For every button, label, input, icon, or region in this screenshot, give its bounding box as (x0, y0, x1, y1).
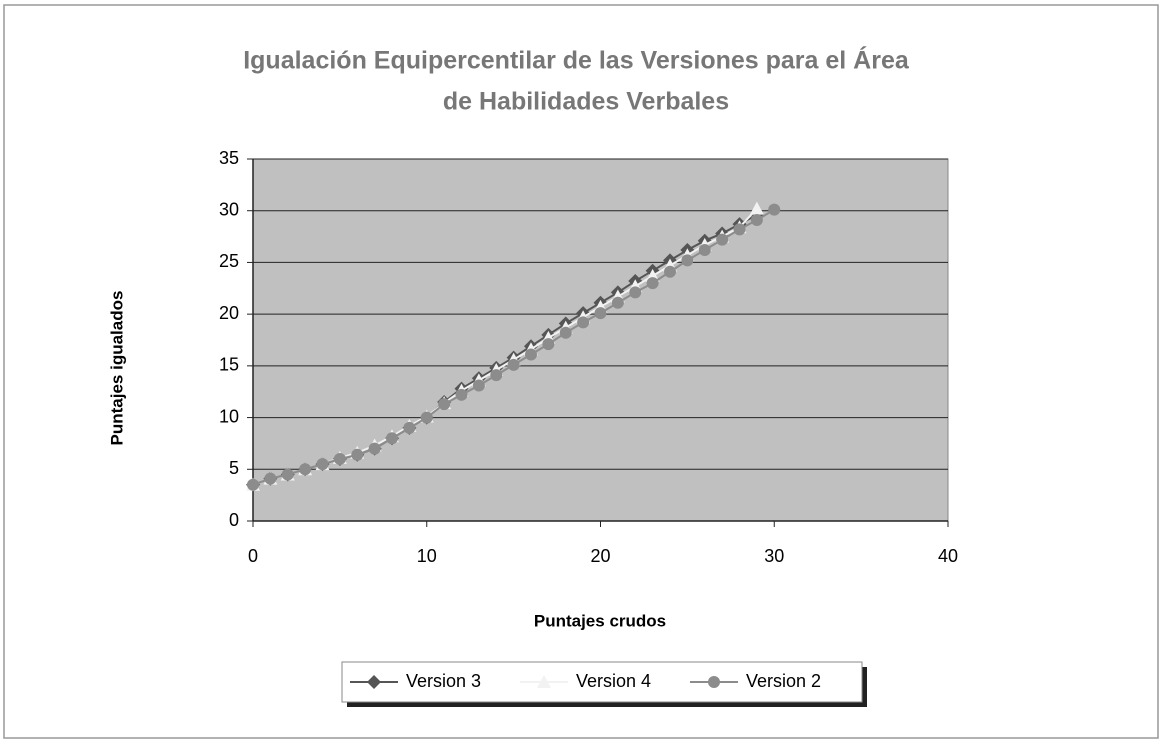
marker (749, 201, 764, 215)
marker (733, 223, 746, 236)
legend (341, 661, 863, 703)
legend-label: Version 2 (746, 671, 821, 691)
legend-label: Version 3 (406, 671, 481, 691)
marker (438, 398, 451, 411)
marker (507, 358, 520, 371)
x-tick-label: 30 (764, 546, 784, 566)
marker (420, 411, 433, 424)
marker (577, 316, 590, 329)
marker (351, 448, 364, 461)
x-axis-label: Puntajes crudos (534, 611, 666, 630)
marker (559, 326, 572, 339)
marker (455, 388, 468, 401)
marker (367, 675, 381, 689)
x-tick-label: 20 (590, 546, 610, 566)
marker (537, 675, 551, 688)
marker (490, 369, 503, 382)
marker (472, 379, 485, 392)
marker (698, 244, 711, 257)
y-tick-label: 15 (219, 355, 239, 375)
y-tick-label: 10 (219, 406, 239, 426)
marker (264, 472, 277, 485)
marker (594, 307, 607, 320)
marker (525, 348, 537, 361)
y-tick-label: 30 (219, 199, 239, 219)
plot-area (252, 158, 949, 522)
marker (716, 233, 729, 246)
marker (333, 452, 346, 465)
chart-title: Igualación Equipercentilar de las Versio… (243, 46, 910, 75)
marker (403, 421, 416, 434)
marker (386, 432, 398, 445)
marker (542, 338, 555, 351)
x-tick-label: 0 (248, 546, 258, 566)
x-tick-label: 40 (938, 546, 958, 566)
y-tick-label: 0 (229, 510, 239, 530)
y-tick-label: 35 (219, 148, 239, 168)
marker (368, 442, 381, 455)
legend-label: Version 4 (576, 671, 651, 691)
marker (299, 463, 312, 476)
marker (316, 458, 329, 471)
marker (646, 277, 659, 290)
chart-title: de Habilidades Verbales (443, 88, 729, 116)
marker (708, 676, 720, 688)
x-tick-label: 10 (417, 546, 437, 566)
y-tick-label: 20 (219, 303, 239, 323)
marker (681, 254, 694, 267)
marker (768, 203, 781, 216)
marker (629, 286, 642, 299)
marker (611, 296, 624, 309)
y-tick-label: 5 (229, 458, 239, 478)
y-tick-label: 25 (219, 251, 239, 271)
marker (281, 468, 294, 481)
marker (664, 265, 676, 278)
y-axis-label: Puntajes igualados (107, 291, 126, 446)
marker (247, 478, 259, 491)
marker (750, 214, 763, 227)
